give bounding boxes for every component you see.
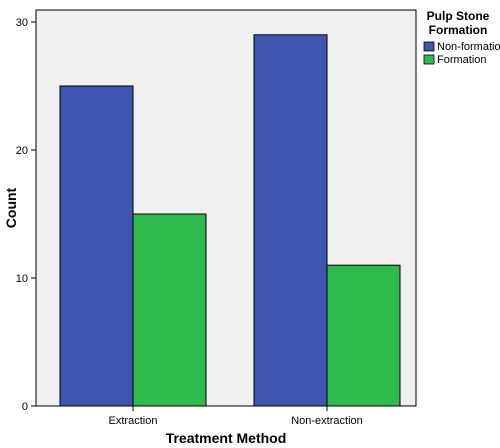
y-tick-label: 10 — [16, 273, 28, 285]
bar-extraction-formation — [132, 213, 207, 407]
legend-title-line-2: Formation — [429, 23, 488, 37]
legend-swatch-non-formation — [423, 41, 435, 52]
y-axis: 0 10 20 30 — [16, 17, 36, 413]
bars-group — [59, 34, 401, 407]
y-tick-label: 0 — [22, 401, 28, 413]
x-tick-label: Extraction — [109, 415, 158, 427]
legend: Pulp Stone Formation Non-formationFormat… — [423, 9, 500, 66]
bar-extraction-non-formation — [59, 85, 134, 407]
x-axis: Extraction Non-extraction — [109, 406, 363, 427]
x-tick-label: Non-extraction — [291, 415, 363, 427]
y-tick-label: 30 — [16, 17, 28, 29]
y-tick-label: 20 — [16, 145, 28, 157]
legend-swatch-formation — [423, 54, 435, 65]
bar-non-extraction-formation — [326, 264, 401, 407]
legend-title-line-1: Pulp Stone — [427, 9, 490, 23]
bar-non-extraction-non-formation — [253, 34, 328, 407]
legend-label-formation: Formation — [437, 54, 487, 66]
x-axis-title: Treatment Method — [166, 430, 287, 446]
legend-label-non-formation: Non-formation — [437, 41, 500, 53]
y-axis-title: Count — [3, 187, 19, 228]
